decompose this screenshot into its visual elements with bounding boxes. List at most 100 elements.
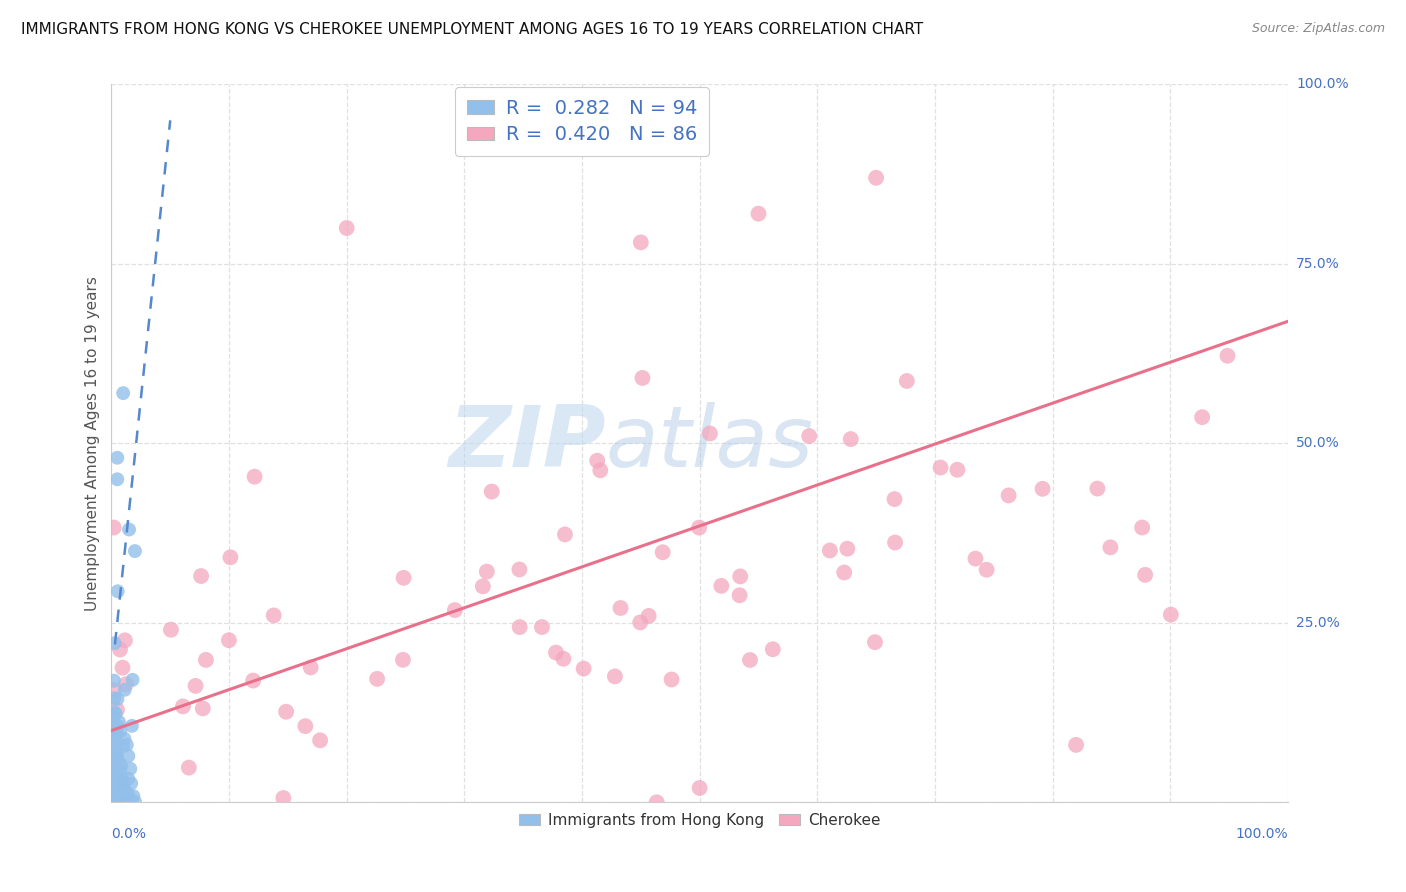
Point — [112, 731, 135, 746]
Point — [105, 781, 128, 796]
Point — [263, 608, 285, 623]
Point — [103, 789, 125, 804]
Point — [101, 794, 124, 808]
Point — [508, 562, 530, 576]
Point — [118, 523, 141, 537]
Point — [651, 545, 673, 559]
Point — [554, 527, 576, 541]
Point — [184, 679, 207, 693]
Point — [103, 705, 125, 719]
Text: 100.0%: 100.0% — [1236, 827, 1288, 841]
Point — [863, 635, 886, 649]
Point — [738, 653, 761, 667]
Point — [101, 756, 124, 771]
Point — [111, 779, 134, 793]
Point — [104, 636, 127, 650]
Point — [108, 787, 131, 801]
Point — [111, 776, 134, 790]
Point — [124, 795, 146, 809]
Point — [243, 469, 266, 483]
Text: IMMIGRANTS FROM HONG KONG VS CHEROKEE UNEMPLOYMENT AMONG AGES 16 TO 19 YEARS COR: IMMIGRANTS FROM HONG KONG VS CHEROKEE UN… — [21, 22, 924, 37]
Point — [101, 708, 124, 723]
Text: ZIP: ZIP — [449, 402, 606, 485]
Point — [488, 135, 510, 149]
Point — [101, 776, 124, 790]
Point — [120, 776, 142, 790]
Y-axis label: Unemployment Among Ages 16 to 19 years: Unemployment Among Ages 16 to 19 years — [86, 276, 100, 611]
Point — [1130, 520, 1153, 534]
Point — [101, 733, 124, 747]
Point — [100, 775, 122, 789]
Point — [124, 544, 146, 558]
Point — [101, 794, 124, 808]
Point — [117, 795, 139, 809]
Point — [104, 730, 127, 744]
Point — [105, 784, 128, 798]
Point — [603, 669, 626, 683]
Point — [111, 739, 134, 754]
Point — [105, 472, 128, 486]
Point — [105, 744, 128, 758]
Point — [645, 795, 668, 809]
Point — [108, 772, 131, 786]
Point — [121, 673, 143, 687]
Point — [110, 794, 132, 808]
Point — [103, 794, 125, 808]
Point — [110, 780, 132, 795]
Point — [1064, 738, 1087, 752]
Point — [444, 603, 467, 617]
Text: 100.0%: 100.0% — [1296, 78, 1348, 92]
Point — [242, 673, 264, 688]
Point — [105, 450, 128, 465]
Point — [108, 764, 131, 778]
Point — [661, 673, 683, 687]
Point — [115, 785, 138, 799]
Point — [688, 521, 710, 535]
Point — [120, 762, 142, 776]
Point — [105, 776, 128, 790]
Point — [104, 793, 127, 807]
Point — [509, 620, 531, 634]
Point — [111, 772, 134, 786]
Point — [190, 569, 212, 583]
Point — [104, 761, 127, 775]
Point — [392, 653, 415, 667]
Point — [107, 719, 129, 733]
Point — [481, 484, 503, 499]
Point — [108, 714, 131, 729]
Point — [762, 642, 785, 657]
Point — [103, 691, 125, 706]
Text: 50.0%: 50.0% — [1296, 436, 1340, 450]
Point — [111, 787, 134, 801]
Point — [104, 788, 127, 802]
Point — [104, 793, 127, 807]
Text: 75.0%: 75.0% — [1296, 257, 1340, 271]
Point — [1160, 607, 1182, 622]
Point — [392, 571, 415, 585]
Point — [107, 692, 129, 706]
Point — [865, 170, 887, 185]
Point — [818, 543, 841, 558]
Point — [115, 738, 138, 752]
Point — [110, 758, 132, 772]
Point — [218, 633, 240, 648]
Point — [628, 615, 651, 630]
Text: 0.0%: 0.0% — [111, 827, 146, 841]
Point — [589, 463, 612, 477]
Point — [219, 550, 242, 565]
Point — [1087, 482, 1109, 496]
Text: atlas: atlas — [606, 402, 814, 485]
Point — [799, 429, 821, 443]
Point — [177, 761, 200, 775]
Point — [104, 792, 127, 806]
Point — [108, 642, 131, 657]
Text: Source: ZipAtlas.com: Source: ZipAtlas.com — [1251, 22, 1385, 36]
Point — [609, 601, 631, 615]
Point — [544, 646, 567, 660]
Point — [101, 789, 124, 804]
Point — [710, 579, 733, 593]
Point — [121, 719, 143, 733]
Point — [122, 789, 145, 803]
Point — [1031, 482, 1053, 496]
Point — [105, 749, 128, 764]
